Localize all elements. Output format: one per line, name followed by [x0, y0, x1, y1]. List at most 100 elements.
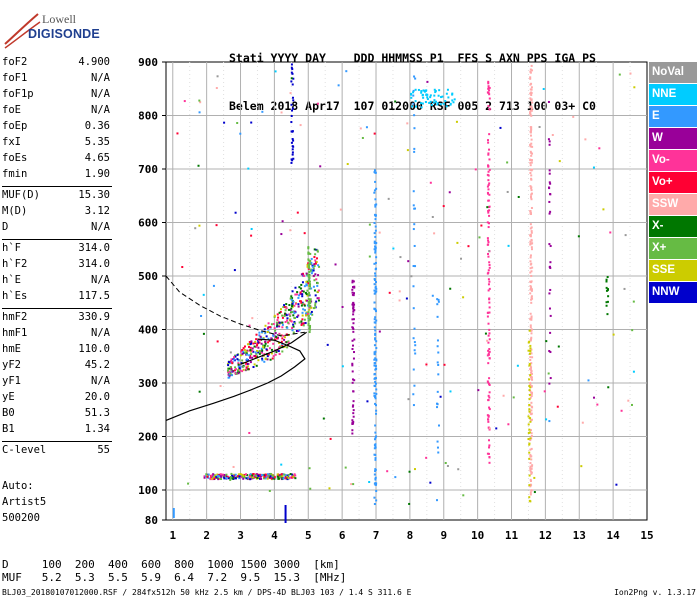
echo-point [438, 89, 441, 92]
echo-point [309, 305, 312, 308]
echo-point [605, 278, 608, 281]
legend-item: NNE [649, 84, 697, 105]
echo-point [374, 261, 377, 264]
echo-point [531, 168, 534, 171]
echo-point [308, 302, 311, 305]
echo-point [290, 63, 293, 66]
echo-point [265, 335, 268, 338]
echo-point [488, 133, 491, 136]
echo-point [289, 297, 292, 300]
param-row: hmF1 N/A [2, 327, 110, 343]
y-tick-label: 500 [138, 270, 158, 283]
echo-point [618, 73, 621, 76]
echo-point [437, 363, 440, 366]
echo-point [294, 286, 297, 289]
logo-text-lowell: Lowell [42, 12, 76, 26]
echo-point [487, 322, 490, 325]
echo-point [310, 306, 313, 309]
echo-point [254, 474, 257, 477]
echo-point [290, 121, 293, 124]
echo-point [310, 310, 313, 313]
echo-point [197, 164, 200, 167]
echo-point [529, 448, 532, 451]
echo-point [272, 342, 275, 345]
echo-point [245, 366, 248, 369]
param-row: yE 20.0 [2, 391, 110, 407]
param-label: fxI [2, 136, 21, 148]
echo-point [528, 416, 531, 419]
echo-point [322, 417, 325, 420]
echo-point [266, 345, 269, 348]
echo-point [605, 280, 608, 283]
echo-point [277, 477, 280, 480]
echo-point [310, 287, 313, 290]
param-value: 5.35 [84, 136, 110, 148]
param-label: B1 [2, 423, 15, 435]
echo-point [317, 297, 320, 300]
echo-point [548, 307, 551, 310]
echo-point [488, 328, 491, 331]
echo-point [302, 324, 305, 327]
echo-point [531, 152, 534, 155]
echo-point [529, 470, 532, 473]
echo-point [280, 473, 283, 476]
echo-point [225, 477, 228, 480]
echo-point [281, 326, 284, 329]
echo-point [528, 408, 531, 411]
echo-point [314, 301, 317, 304]
echo-point [488, 332, 491, 335]
echo-point [414, 88, 417, 91]
echo-point [290, 307, 293, 310]
echo-point [530, 393, 533, 396]
echo-point [584, 138, 587, 141]
echo-point [301, 301, 304, 304]
echo-point [488, 297, 491, 300]
echo-point [251, 356, 254, 359]
echo-point [352, 330, 355, 333]
echo-point [289, 315, 292, 318]
echo-point [315, 257, 318, 260]
echo-point [258, 331, 261, 334]
echo-point [412, 89, 415, 92]
echo-point [373, 496, 376, 499]
echo-point [451, 92, 454, 95]
echo-point [263, 475, 266, 478]
echo-point [530, 385, 533, 388]
echo-point [291, 107, 294, 110]
echo-point [530, 296, 533, 299]
auto-label: Auto: [2, 480, 34, 492]
echo-point [612, 333, 615, 336]
echo-point [303, 304, 306, 307]
echo-point [529, 88, 532, 91]
param-separator [2, 186, 112, 187]
echo-point [467, 245, 470, 248]
echo-point [374, 286, 377, 289]
param-label: fmin [2, 168, 28, 180]
echo-point [487, 152, 490, 155]
echo-point [529, 210, 532, 213]
echo-point [529, 77, 532, 80]
echo-point [270, 352, 273, 355]
echo-point [259, 338, 262, 341]
echo-point [374, 235, 377, 238]
echo-point [307, 274, 310, 277]
echo-point [487, 222, 490, 225]
echo-point [251, 473, 254, 476]
echo-point [329, 437, 332, 440]
echo-point [394, 476, 397, 479]
echo-point [287, 341, 290, 344]
echo-point [352, 322, 355, 325]
echo-point [281, 314, 284, 317]
echo-point [314, 273, 317, 276]
echo-point [548, 172, 551, 175]
echo-point [244, 476, 247, 479]
echo-point [374, 368, 377, 371]
echo-point [375, 310, 378, 313]
echo-point [316, 297, 319, 300]
echo-point [528, 378, 531, 381]
y-tick-label: 800 [138, 110, 158, 123]
echo-point [420, 91, 423, 94]
echo-point [202, 293, 205, 296]
echo-point [487, 170, 490, 173]
echo-point [530, 315, 533, 318]
